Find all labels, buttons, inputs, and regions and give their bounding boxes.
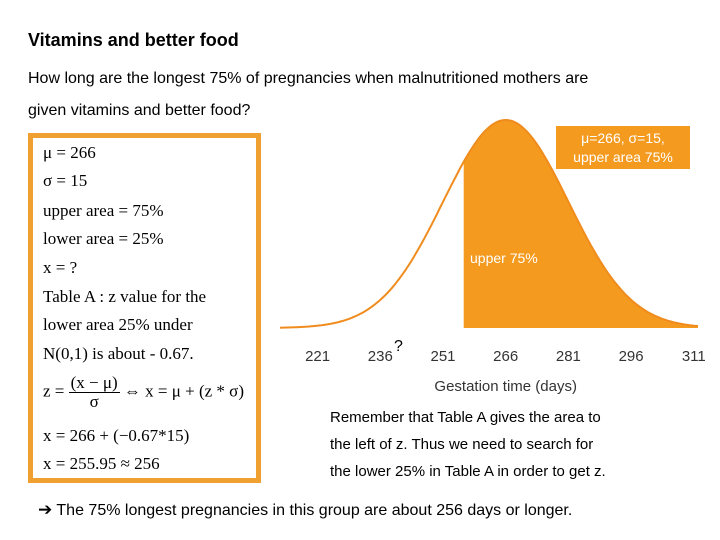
x-tick-label: 266	[493, 348, 518, 365]
table-a-note: Remember that Table A gives the area to …	[330, 404, 680, 485]
z-rhs: ⇔ x = μ + (z * σ)	[123, 381, 244, 401]
note-line-1: Remember that Table A gives the area to	[330, 409, 601, 426]
z-lhs: z =	[43, 381, 65, 401]
unknown-x-marker: ?	[394, 338, 403, 355]
z-numerator: (x − μ)	[68, 373, 120, 393]
x-axis-label: Gestation time (days)	[434, 378, 577, 395]
formula-box: μ = 266 σ = 15 upper area = 75% lower ar…	[28, 133, 261, 483]
formula-lower-area: lower area = 25%	[43, 229, 164, 248]
formula-mu: μ = 266	[43, 143, 96, 162]
question-line-2: given vitamins and better food?	[28, 102, 251, 119]
formula-x-result: x = 255.95 ≈ 256	[43, 454, 160, 473]
formula-z-equation: z = (x − μ) σ ⇔ x = μ + (z * σ)	[43, 374, 244, 411]
note-line-3: the lower 25% in Table A in order to get…	[330, 463, 606, 480]
z-denominator: σ	[89, 392, 99, 411]
question-line-1: How long are the longest 75% of pregnanc…	[28, 70, 589, 87]
right-arrow-icon: ➔	[38, 500, 53, 519]
x-tick-label: 251	[430, 348, 455, 365]
z-fraction: (x − μ) σ	[68, 373, 120, 411]
conclusion-text: The 75% longest pregnancies in this grou…	[56, 502, 573, 519]
formula-table-line-1: Table A : z value for the	[43, 287, 207, 306]
hidden-text-fragment: e	[258, 190, 267, 207]
formula-table-line-3: N(0,1) is about - 0.67.	[43, 344, 194, 363]
formula-sigma: σ = 15	[43, 171, 88, 190]
x-tick-label: 296	[619, 348, 644, 365]
shaded-upper-area	[463, 120, 698, 328]
x-tick-label: 281	[556, 348, 581, 365]
x-tick-label: 311	[682, 348, 706, 365]
normal-curve-line	[280, 118, 699, 329]
params-line-2: upper area 75%	[573, 149, 673, 165]
formula-x-calc: x = 266 + (−0.67*15)	[43, 426, 190, 445]
formula-table-line-2: lower area 25% under	[43, 315, 193, 334]
normal-curve-chart: 221 236 251 266 281 296 311 Gestation time (day…	[280, 118, 706, 395]
note-line-2: the left of z. Thus we need to search fo…	[330, 436, 594, 453]
conclusion: ➔ The 75% longest pregnancies in this gr…	[38, 500, 572, 520]
x-tick-label: 236	[368, 348, 393, 365]
slide-title: Vitamins and better food	[28, 30, 239, 50]
params-line-1: μ=266, σ=15,	[581, 130, 665, 146]
formula-x-unknown: x = ?	[43, 258, 78, 277]
upper-area-label: upper 75%	[470, 250, 538, 266]
parameters-callout: μ=266, σ=15, upper area 75%	[556, 126, 690, 169]
x-tick-label: 221	[305, 348, 330, 365]
formula-upper-area: upper area = 75%	[43, 201, 164, 220]
